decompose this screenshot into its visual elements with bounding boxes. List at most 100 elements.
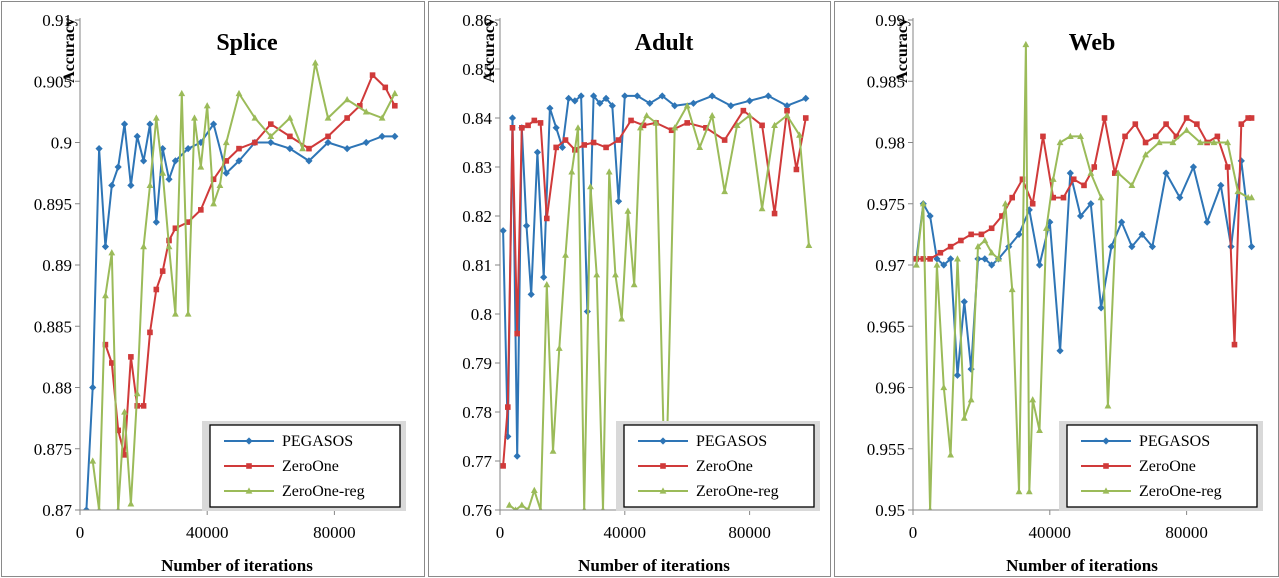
data-point bbox=[549, 447, 557, 454]
data-point bbox=[171, 157, 179, 165]
data-point bbox=[1050, 194, 1057, 201]
data-point bbox=[590, 139, 597, 146]
data-point bbox=[574, 124, 582, 131]
data-point bbox=[526, 506, 531, 510]
x-axis-label: Number of iterations bbox=[1006, 556, 1158, 575]
data-point bbox=[708, 92, 716, 100]
data-point bbox=[95, 145, 103, 153]
y-tick-label: 0.965 bbox=[867, 317, 905, 336]
data-point bbox=[1036, 426, 1043, 433]
data-point bbox=[764, 92, 772, 100]
x-tick-label: 80000 bbox=[1165, 523, 1208, 542]
data-point bbox=[540, 273, 548, 281]
x-tick-label: 40000 bbox=[1029, 523, 1072, 542]
data-point bbox=[267, 138, 275, 147]
data-point bbox=[1148, 243, 1156, 251]
data-point bbox=[684, 120, 690, 126]
data-point bbox=[562, 251, 569, 258]
data-point bbox=[508, 114, 517, 122]
data-point bbox=[1066, 169, 1074, 177]
data-point bbox=[802, 94, 810, 102]
data-point bbox=[928, 506, 933, 510]
data-point bbox=[683, 102, 691, 109]
data-point bbox=[968, 231, 974, 238]
data-point bbox=[615, 137, 622, 143]
data-point bbox=[89, 383, 97, 392]
data-point bbox=[1076, 212, 1085, 220]
y-tick-label: 0.84 bbox=[462, 109, 492, 128]
data-point bbox=[967, 396, 975, 403]
legend-marker bbox=[245, 487, 253, 494]
data-point bbox=[1035, 261, 1044, 269]
data-point bbox=[543, 281, 551, 288]
data-point bbox=[1025, 206, 1033, 214]
x-tick-label: 40000 bbox=[604, 523, 647, 542]
data-point bbox=[947, 451, 955, 458]
data-point bbox=[140, 243, 147, 250]
data-point bbox=[1138, 230, 1146, 238]
data-point bbox=[505, 501, 513, 508]
data-point bbox=[391, 132, 399, 140]
legend: PEGASOS ZeroOne ZeroOne-reg bbox=[616, 421, 820, 511]
data-point bbox=[1015, 230, 1023, 238]
data-point bbox=[1194, 121, 1200, 127]
chart-title: Adult bbox=[635, 30, 694, 56]
data-point bbox=[544, 215, 550, 222]
data-point bbox=[605, 168, 613, 175]
data-point bbox=[184, 145, 192, 153]
data-point bbox=[1111, 170, 1118, 176]
data-point bbox=[362, 108, 370, 115]
data-point bbox=[1183, 115, 1190, 121]
legend-marker bbox=[1102, 437, 1110, 445]
y-tick-label: 0.78 bbox=[462, 403, 492, 422]
y-tick-label: 0.955 bbox=[867, 440, 905, 459]
data-point bbox=[146, 181, 154, 188]
data-point bbox=[614, 197, 623, 205]
data-point bbox=[519, 125, 525, 131]
data-point bbox=[108, 249, 116, 256]
data-point bbox=[1153, 133, 1159, 140]
data-point bbox=[178, 89, 186, 97]
data-point bbox=[1245, 115, 1251, 121]
data-point bbox=[382, 84, 389, 91]
data-point bbox=[116, 506, 121, 510]
data-point bbox=[1162, 169, 1170, 177]
data-point bbox=[223, 158, 230, 164]
data-point bbox=[184, 310, 192, 317]
data-point bbox=[369, 72, 376, 78]
data-point bbox=[1029, 396, 1037, 403]
data-point bbox=[537, 120, 544, 126]
data-point bbox=[759, 122, 765, 129]
data-point bbox=[746, 111, 753, 119]
legend-entry: ZeroOne-reg bbox=[282, 483, 365, 500]
legend-entry: ZeroOne bbox=[696, 458, 753, 475]
data-point bbox=[1029, 200, 1036, 207]
data-point bbox=[1173, 133, 1180, 140]
data-point bbox=[235, 157, 243, 165]
data-point bbox=[596, 99, 604, 107]
data-point bbox=[618, 315, 626, 322]
y-tick-label: 0.77 bbox=[462, 452, 492, 471]
data-point bbox=[311, 59, 319, 66]
data-point bbox=[802, 115, 809, 121]
data-point bbox=[593, 271, 601, 278]
y-tick-label: 0.895 bbox=[34, 195, 72, 214]
data-point bbox=[1008, 285, 1016, 293]
data-point bbox=[1097, 304, 1105, 312]
data-point bbox=[552, 124, 560, 132]
data-point bbox=[172, 310, 179, 317]
data-point bbox=[1224, 138, 1232, 146]
legend-entry: ZeroOne-reg bbox=[1139, 483, 1222, 500]
data-point bbox=[286, 145, 294, 153]
chart-title: Splice bbox=[216, 30, 278, 56]
y-tick-label: 0.91 bbox=[42, 11, 72, 30]
data-point bbox=[1163, 121, 1169, 127]
data-point bbox=[1196, 138, 1204, 146]
y-tick-label: 0.96 bbox=[875, 379, 905, 398]
data-point bbox=[703, 125, 709, 131]
x-tick-label: 40000 bbox=[186, 523, 229, 542]
data-point bbox=[953, 371, 962, 379]
data-point bbox=[287, 133, 293, 140]
data-point bbox=[362, 138, 370, 147]
